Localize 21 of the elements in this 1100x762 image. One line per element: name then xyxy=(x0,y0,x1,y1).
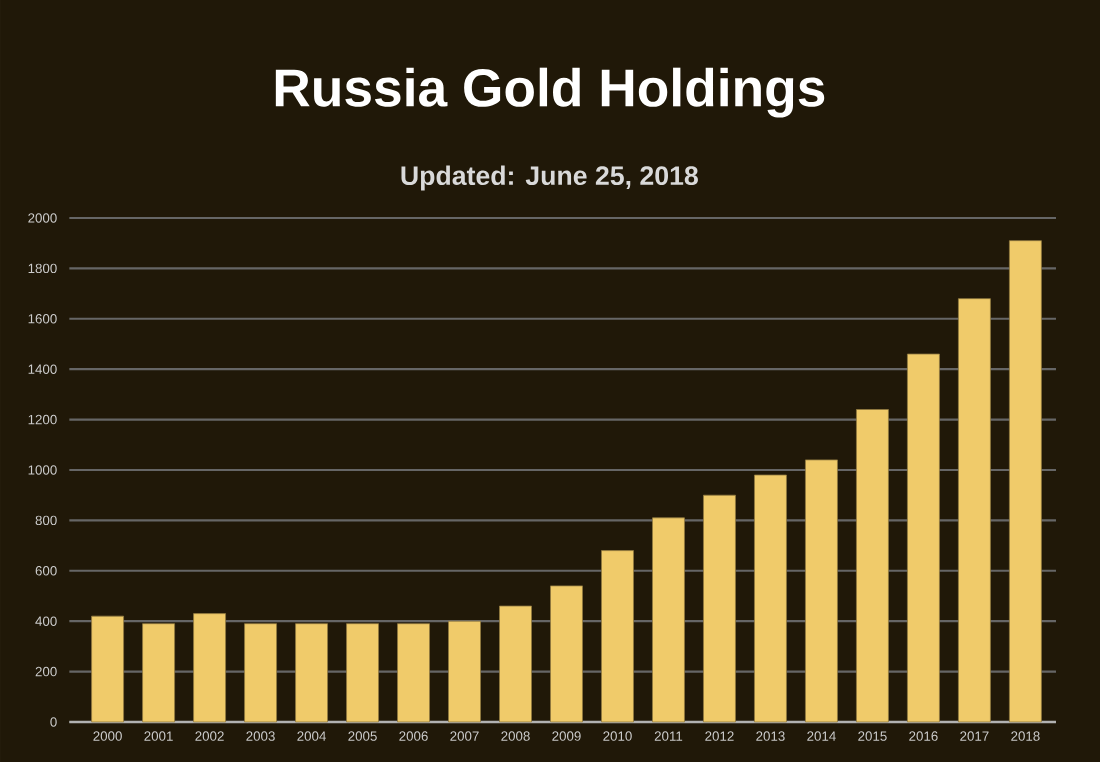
chart-subtitle: Updated: June 25, 2018 xyxy=(401,165,698,191)
bar xyxy=(601,550,634,723)
bar xyxy=(652,517,685,723)
bar xyxy=(193,613,226,723)
bar xyxy=(856,409,889,723)
bar xyxy=(244,623,277,723)
bar xyxy=(907,353,940,723)
bar xyxy=(754,474,787,723)
bar xyxy=(1009,240,1042,723)
bar xyxy=(448,620,481,723)
bar xyxy=(346,623,379,723)
bar xyxy=(550,585,583,723)
chart-title: Russia Gold Holdings xyxy=(275,67,825,118)
bar xyxy=(805,459,838,723)
bar xyxy=(397,623,430,723)
bar xyxy=(958,298,991,723)
bar xyxy=(91,615,124,723)
bar xyxy=(499,605,532,723)
bar xyxy=(703,494,736,723)
bar xyxy=(295,623,328,723)
bar xyxy=(142,623,175,723)
